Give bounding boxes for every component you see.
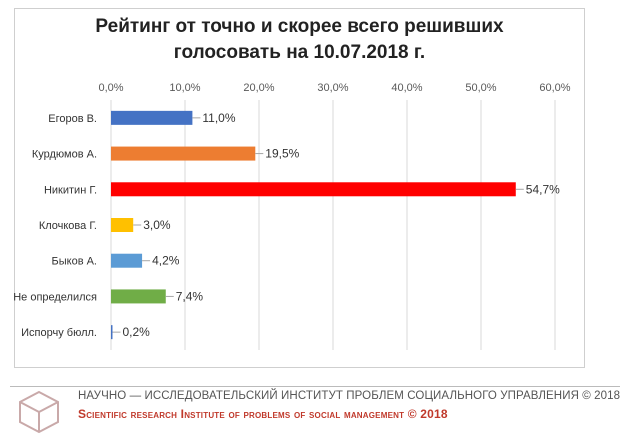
x-tick-label: 50,0%: [465, 82, 496, 94]
bar-chart: 0,0% 10,0% 20,0% 30,0% 40,0% 50,0% 60,0% Егоро…: [13, 82, 571, 350]
footer-institute-en: Scientific research Institute of problem…: [78, 407, 448, 421]
x-axis-ticks: 0,0% 10,0% 20,0% 30,0% 40,0% 50,0% 60,0%: [98, 82, 570, 94]
chart-title: Рейтинг от точно и скорее всего решивших…: [14, 14, 585, 66]
data-label: 3,0%: [143, 218, 171, 232]
bar: [111, 253, 143, 268]
x-tick-label: 30,0%: [317, 82, 348, 94]
bar: [111, 218, 134, 232]
data-label: 11,0%: [202, 111, 235, 125]
x-tick-label: 20,0%: [243, 82, 274, 94]
category-label: Курдюмов А.: [32, 149, 97, 161]
bar: [111, 110, 193, 125]
x-tick-label: 0,0%: [98, 82, 123, 94]
chart-title-line-1: Рейтинг от точно и скорее всего решивших: [95, 16, 504, 37]
category-label: Егоров В.: [48, 113, 97, 125]
category-labels: Егоров В. Курдюмов А. Никитин Г. Клочкова Г…: [13, 113, 97, 339]
bars: [111, 110, 516, 340]
bar: [111, 325, 113, 340]
data-label: 4,2%: [152, 254, 180, 268]
data-label: 7,4%: [176, 289, 204, 303]
category-label: Быков А.: [52, 256, 97, 268]
bar: [111, 289, 166, 304]
category-label: Никитин Г.: [44, 184, 97, 196]
category-label: Клочкова Г.: [39, 220, 97, 232]
bar: [111, 182, 516, 197]
category-label: Испорчу бюлл.: [21, 327, 97, 339]
footer-institute-ru: НАУЧНО — ИССЛЕДОВАТЕЛЬСКИЙ ИНСТИТУТ ПРОБ…: [78, 390, 621, 402]
grid-lines: [110, 100, 556, 350]
x-tick-label: 40,0%: [391, 82, 422, 94]
category-label: Не определился: [13, 291, 97, 303]
data-labels: 11,0% 19,5% 54,7% 3,0% 4,2% 7,4% 0,2%: [112, 111, 560, 339]
data-label: 54,7%: [526, 182, 560, 196]
data-label: 19,5%: [265, 147, 299, 161]
chart-title-line-2: голосовать на 10.07.2018 г.: [173, 42, 426, 63]
footer-divider: [10, 386, 620, 387]
footer: НАУЧНО — ИССЛЕДОВАТЕЛЬСКИЙ ИНСТИТУТ ПРОБ…: [0, 378, 637, 440]
x-tick-label: 60,0%: [539, 82, 570, 94]
cube-logo-icon: [19, 390, 59, 434]
x-tick-label: 10,0%: [169, 82, 200, 94]
bar: [111, 146, 256, 161]
data-label: 0,2%: [122, 325, 150, 339]
